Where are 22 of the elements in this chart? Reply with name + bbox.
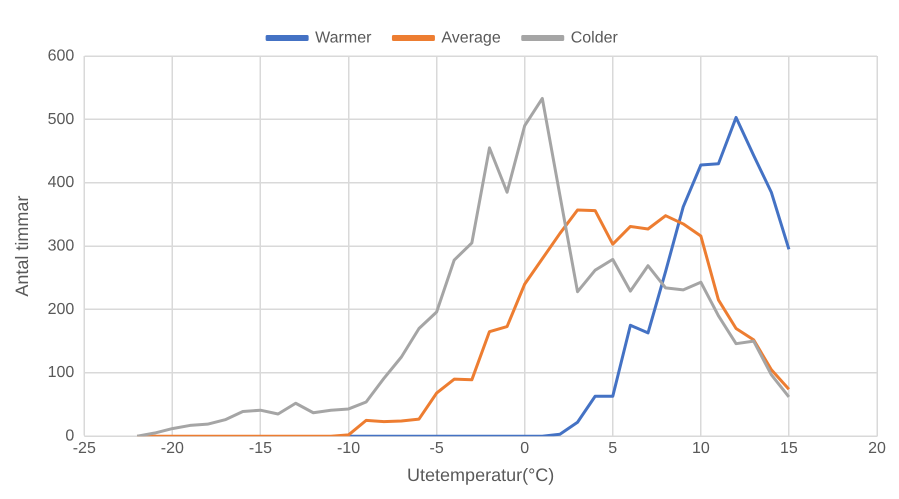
- x-axis-title: Utetemperatur(°C): [407, 465, 554, 486]
- y-tick-label: 0: [65, 428, 74, 445]
- x-tick-label: 0: [520, 440, 530, 458]
- legend-label: Warmer: [315, 29, 372, 46]
- x-tick-label: -25: [72, 440, 96, 458]
- y-tick-label: 600: [48, 47, 74, 64]
- x-tick-label: -20: [160, 440, 184, 458]
- x-tick-label: 5: [608, 440, 618, 458]
- y-tick-label: 200: [48, 300, 74, 318]
- x-tick-label: -5: [429, 440, 444, 458]
- x-tick-label: 20: [868, 440, 886, 458]
- x-tick-label: 10: [692, 440, 710, 458]
- legend-label: Colder: [570, 29, 619, 46]
- x-tick-label: -10: [336, 440, 360, 458]
- y-tick-label: 100: [48, 364, 74, 382]
- legend-label: Average: [441, 29, 501, 46]
- x-tick-label: -15: [248, 440, 272, 458]
- y-tick-label: 400: [48, 174, 74, 192]
- y-axis-title: Antal timmar: [12, 196, 32, 297]
- y-tick-label: 300: [48, 238, 74, 255]
- y-tick-label: 500: [48, 110, 74, 128]
- x-tick-label: 15: [780, 440, 798, 458]
